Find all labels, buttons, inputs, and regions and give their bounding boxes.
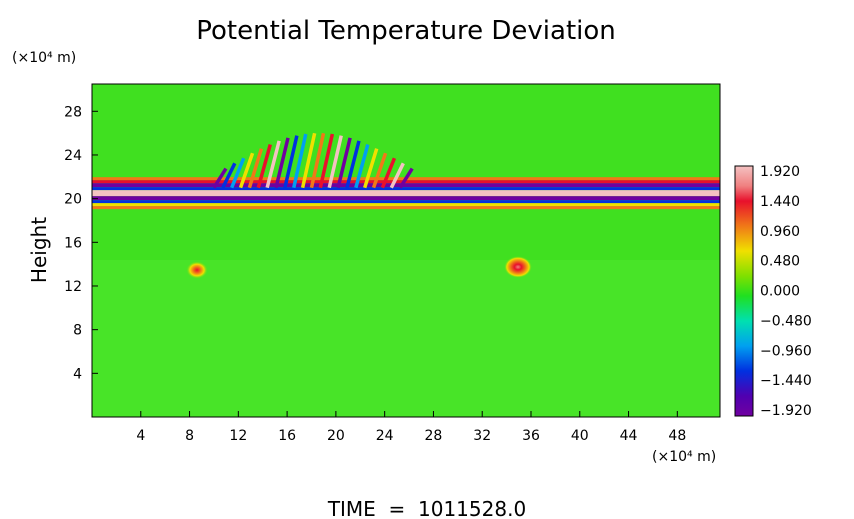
chart-title: Potential Temperature Deviation [196, 16, 616, 46]
hot-spot-left [186, 261, 208, 279]
band-stripe [92, 190, 720, 197]
colorbar-label: 1.440 [760, 194, 800, 210]
wave-crest [238, 152, 255, 189]
band-stripe [92, 196, 720, 201]
wave-crest [274, 137, 290, 189]
x-tick-label: 48 [668, 428, 686, 444]
x-unit-label: (×10⁴ m) [652, 449, 716, 465]
y-unit-label: (×10⁴ m) [12, 50, 76, 66]
x-tick-label: 4 [136, 428, 145, 444]
band-stripe [92, 206, 720, 210]
wave-crest [354, 144, 370, 189]
colorbar-label: −0.960 [760, 343, 812, 359]
y-tick-label: 24 [64, 148, 82, 164]
band-stripe [92, 200, 720, 204]
wave-crest [292, 133, 308, 189]
colorbar-label: 1.920 [760, 164, 800, 180]
x-axis-ticks: 4 8 12 16 20 24 28 32 36 40 44 48 [136, 411, 686, 444]
plot-frame [91, 83, 721, 418]
wave-crest [336, 137, 352, 189]
x-tick-label: 32 [473, 428, 491, 444]
colorbar-label: 0.960 [760, 224, 800, 240]
wave-crest [221, 162, 237, 189]
wave-crest [398, 167, 414, 189]
band-stripe [92, 183, 720, 188]
wave-crest [300, 132, 317, 189]
y-tick-label: 28 [64, 104, 82, 120]
wave-crest [345, 140, 361, 189]
x-tick-label: 44 [620, 428, 638, 444]
hot-spot-right [504, 256, 532, 278]
colorbar-label: 0.000 [760, 284, 800, 300]
x-tick-label: 20 [327, 428, 345, 444]
y-tick-label: 20 [64, 192, 82, 208]
y-axis-label: Height [27, 217, 51, 283]
wave-crest [389, 162, 405, 189]
colorbar-label: −1.440 [760, 373, 812, 389]
x-tick-label: 24 [376, 428, 394, 444]
x-tick-label: 36 [522, 428, 540, 444]
x-tick-label: 8 [185, 428, 194, 444]
wave-crest [256, 144, 272, 189]
time-readout: TIME = 1011528.0 [327, 497, 526, 519]
wave-crest [318, 133, 335, 189]
y-tick-label: 8 [73, 323, 82, 339]
y-axis-ticks: 4 8 12 16 20 24 28 [64, 104, 98, 382]
wave-crest [283, 135, 299, 189]
colorbar-label: −1.920 [760, 403, 812, 419]
band-stripe [92, 187, 720, 191]
wave-crest [380, 157, 397, 189]
wave-crest [212, 167, 228, 189]
band-stripe [92, 203, 720, 207]
wave-crest [371, 152, 388, 189]
heatmap-field [92, 84, 720, 417]
y-tick-label: 12 [64, 279, 82, 295]
wave-crest [327, 135, 343, 189]
wave-crest [309, 132, 326, 189]
y-tick-label: 4 [73, 366, 82, 382]
colorbar-labels: 1.920 1.440 0.960 0.480 0.000 −0.480 −0.960 −1.… [760, 164, 812, 419]
colorbar-label: −0.480 [760, 313, 812, 329]
colorbar-label: 0.480 [760, 254, 800, 270]
colorbar [734, 165, 754, 417]
x-tick-label: 16 [278, 428, 296, 444]
wave-crest [230, 157, 246, 189]
x-tick-label: 28 [425, 428, 443, 444]
heatmap-lower-region [92, 260, 720, 417]
wave-crest [363, 148, 379, 189]
x-tick-label: 40 [571, 428, 589, 444]
x-tick-label: 12 [229, 428, 247, 444]
wave-crest [247, 148, 264, 189]
wave-crest [265, 140, 281, 189]
y-tick-label: 16 [64, 235, 82, 251]
